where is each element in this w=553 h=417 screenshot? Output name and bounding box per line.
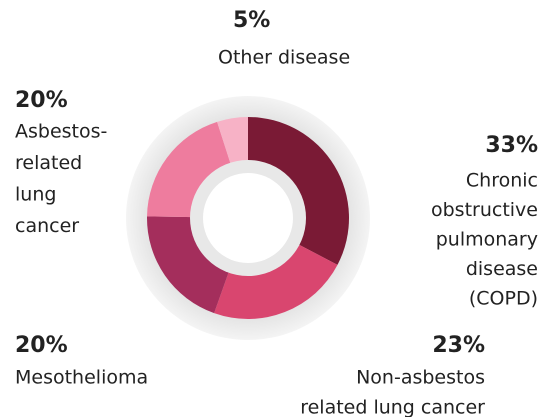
slice-label: obstructive xyxy=(431,199,538,221)
slice-label: lung xyxy=(15,184,56,206)
slice-value-label: 20% xyxy=(15,88,68,113)
slice-label: related xyxy=(15,152,82,174)
slice-label: Asbestos- xyxy=(15,121,107,143)
slice-value-label: 33% xyxy=(485,133,538,158)
slice-value-label: 23% xyxy=(432,333,485,358)
slice-label: Non-asbestos xyxy=(356,367,485,389)
slice-label: (COPD) xyxy=(469,288,538,310)
slice-label: cancer xyxy=(15,215,79,237)
slice-value-label: 20% xyxy=(15,333,68,358)
slice-label: Chronic xyxy=(466,170,538,192)
slice-value-label: 5% xyxy=(233,8,270,33)
slice-label: pulmonary xyxy=(436,229,538,251)
slice-label: related lung cancer xyxy=(300,397,485,417)
donut-hole xyxy=(203,173,293,263)
slice-label: disease xyxy=(466,258,538,280)
slice-label: Other disease xyxy=(218,47,350,69)
slice-label: Mesothelioma xyxy=(15,367,148,389)
